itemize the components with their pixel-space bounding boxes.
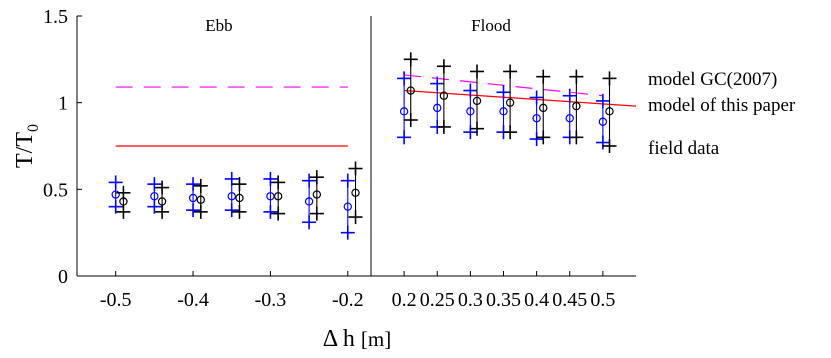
field-data-blue-mean-point xyxy=(466,107,475,116)
x-tick-label: -0.2 xyxy=(332,289,364,311)
y-axis-title-main: T/T xyxy=(12,132,38,168)
field-data-blue-mean-point xyxy=(565,114,574,123)
field-data-black-mean-point xyxy=(196,195,205,204)
y-ticks: 0 0.5 1 1.5 xyxy=(43,6,82,288)
x-axis-title-main: Δ h xyxy=(323,326,355,352)
panel-title-flood: Flood xyxy=(471,16,511,35)
x-tick-label: 0.35 xyxy=(486,289,521,311)
x-tick-label: -0.3 xyxy=(255,289,287,311)
legend-model-gc2007: model GC(2007) xyxy=(648,69,777,90)
legend-field-data: field data xyxy=(648,138,720,159)
field-data-blue-mean-point xyxy=(499,107,508,116)
x-tick-label: 0.2 xyxy=(392,289,417,311)
y-tick-label: 0.5 xyxy=(43,179,68,201)
x-tick-label: 0.25 xyxy=(420,289,455,311)
y-axis-title: T/T0 xyxy=(12,124,42,168)
x-tick-label: -0.5 xyxy=(100,289,132,311)
x-tick-label: 0.5 xyxy=(590,289,615,311)
field-data-black-mean-point xyxy=(235,193,244,203)
field-data-blue-mean-point xyxy=(399,107,409,116)
y-tick-label: 1 xyxy=(58,93,68,115)
field-data-blue-mean-point xyxy=(188,193,198,203)
x-tick-label: -0.4 xyxy=(177,289,209,311)
model-this-paper-line xyxy=(404,89,637,107)
field-data-black-mean-point xyxy=(406,86,415,95)
field-data-blue-mean-point xyxy=(433,103,442,113)
field-data-blue-mean-point xyxy=(532,114,541,123)
field-data-blue-mean-point xyxy=(343,202,352,211)
panel-title-ebb: Ebb xyxy=(205,16,232,35)
field-data-black-mean-point xyxy=(157,197,167,206)
field-data-black-mean-point xyxy=(119,197,128,206)
field-data-black-mean-point xyxy=(605,107,614,116)
data-marks xyxy=(108,52,637,240)
field-data-black-mean-point xyxy=(351,188,360,197)
y-tick-label: 0 xyxy=(58,266,68,288)
field-data-blue-mean-point xyxy=(304,197,314,206)
field-data-black-mean-point xyxy=(439,91,449,100)
field-data-black-mean-point xyxy=(505,98,515,107)
axes xyxy=(76,16,636,277)
x-tick-label: 0.45 xyxy=(552,289,587,311)
legend: model GC(2007) model of this paper field… xyxy=(648,69,796,159)
field-data-blue-mean-point xyxy=(150,192,159,201)
x-axis-title: Δ h [m] xyxy=(323,326,391,352)
field-data-blue-mean-point xyxy=(111,190,120,199)
field-data-black-mean-point xyxy=(472,96,482,106)
field-data-blue-mean-point xyxy=(598,117,608,126)
legend-model-this-paper: model of this paper xyxy=(648,95,796,116)
field-data-black-mean-point xyxy=(312,190,322,199)
y-axis-title-subscript: 0 xyxy=(25,124,42,132)
x-tick-label: 0.4 xyxy=(524,289,549,311)
field-data-black-mean-point xyxy=(572,101,581,111)
x-tick-label: 0.3 xyxy=(458,289,483,311)
field-data-blue-mean-point xyxy=(227,192,236,201)
y-tick-label: 1.5 xyxy=(43,6,68,28)
field-data-black-mean-point xyxy=(539,103,548,113)
x-ticks: -0.5 -0.4 -0.3 -0.2 0.2 0.25 0.3 0.35 0.4 0.45 0.5 xyxy=(100,271,615,311)
x-axis-title-unit: [m] xyxy=(361,327,391,351)
field-data-black-mean-point xyxy=(273,192,283,201)
